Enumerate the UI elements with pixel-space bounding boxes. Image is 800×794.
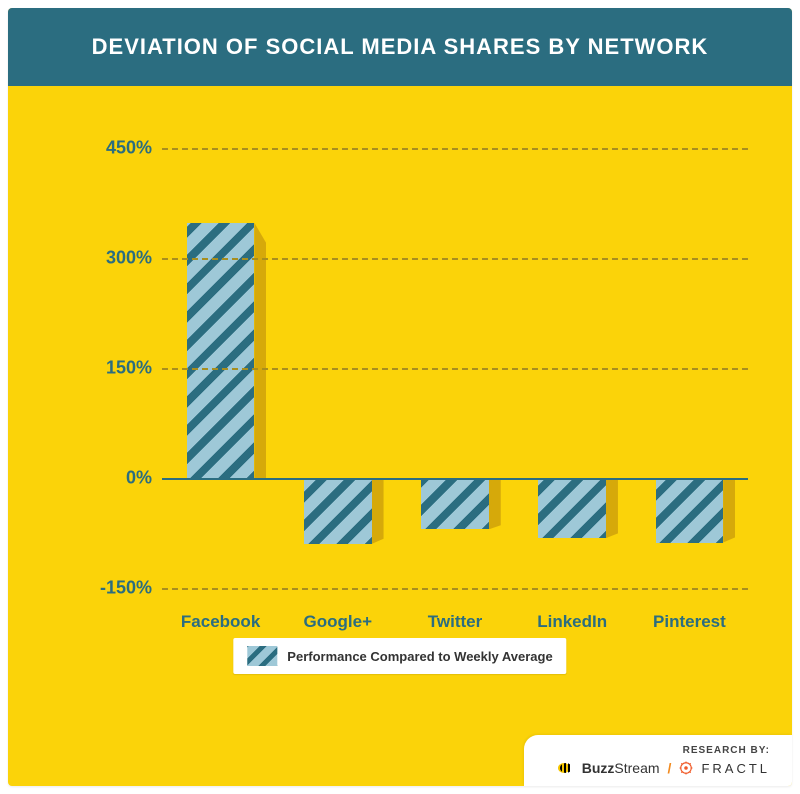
y-axis-label: -150%	[72, 578, 152, 599]
brand-fractl: FRACTL	[701, 761, 770, 776]
brand-part-a: Buzz	[582, 760, 615, 776]
gridline	[162, 258, 748, 260]
x-axis-label: Twitter	[428, 612, 482, 632]
legend: Performance Compared to Weekly Average	[233, 638, 566, 674]
bar	[304, 478, 372, 544]
bar	[656, 478, 724, 543]
gridline	[162, 588, 748, 590]
bar-shadow	[606, 478, 618, 538]
divider-slash: /	[668, 760, 672, 776]
brand-buzzstream: BuzzStream	[582, 760, 660, 776]
y-axis-label: 0%	[72, 468, 152, 489]
bee-icon	[558, 761, 574, 775]
gear-icon	[679, 761, 693, 775]
bar	[421, 478, 489, 529]
brand-part-b: Stream	[614, 760, 659, 776]
legend-label: Performance Compared to Weekly Average	[287, 649, 552, 664]
bar-shadow	[254, 223, 266, 478]
x-axis-label: Pinterest	[653, 612, 726, 632]
x-axis-label: Google+	[304, 612, 372, 632]
legend-swatch	[247, 646, 277, 666]
x-axis-label: LinkedIn	[537, 612, 607, 632]
bar-shadow	[723, 478, 735, 543]
baseline	[162, 478, 748, 480]
gridline	[162, 368, 748, 370]
chart-title: DEVIATION OF SOCIAL MEDIA SHARES BY NETW…	[20, 34, 780, 60]
y-axis-label: 450%	[72, 138, 152, 159]
deviation-bar-chart: FacebookGoogle+TwitterLinkedInPinterest …	[58, 148, 748, 588]
bar	[538, 478, 606, 538]
y-axis-label: 300%	[72, 248, 152, 269]
title-bar: DEVIATION OF SOCIAL MEDIA SHARES BY NETW…	[8, 8, 792, 86]
credit-logos: BuzzStream / FRACTL	[558, 760, 770, 776]
credit-label: RESEARCH BY:	[683, 745, 770, 756]
bar	[187, 223, 255, 478]
bar-shadow	[489, 478, 501, 529]
gridline	[162, 148, 748, 150]
x-axis-label: Facebook	[181, 612, 260, 632]
y-axis-label: 150%	[72, 358, 152, 379]
bar-shadow	[372, 478, 384, 544]
credit-tab: RESEARCH BY: BuzzStream / FRACTL	[524, 735, 792, 786]
